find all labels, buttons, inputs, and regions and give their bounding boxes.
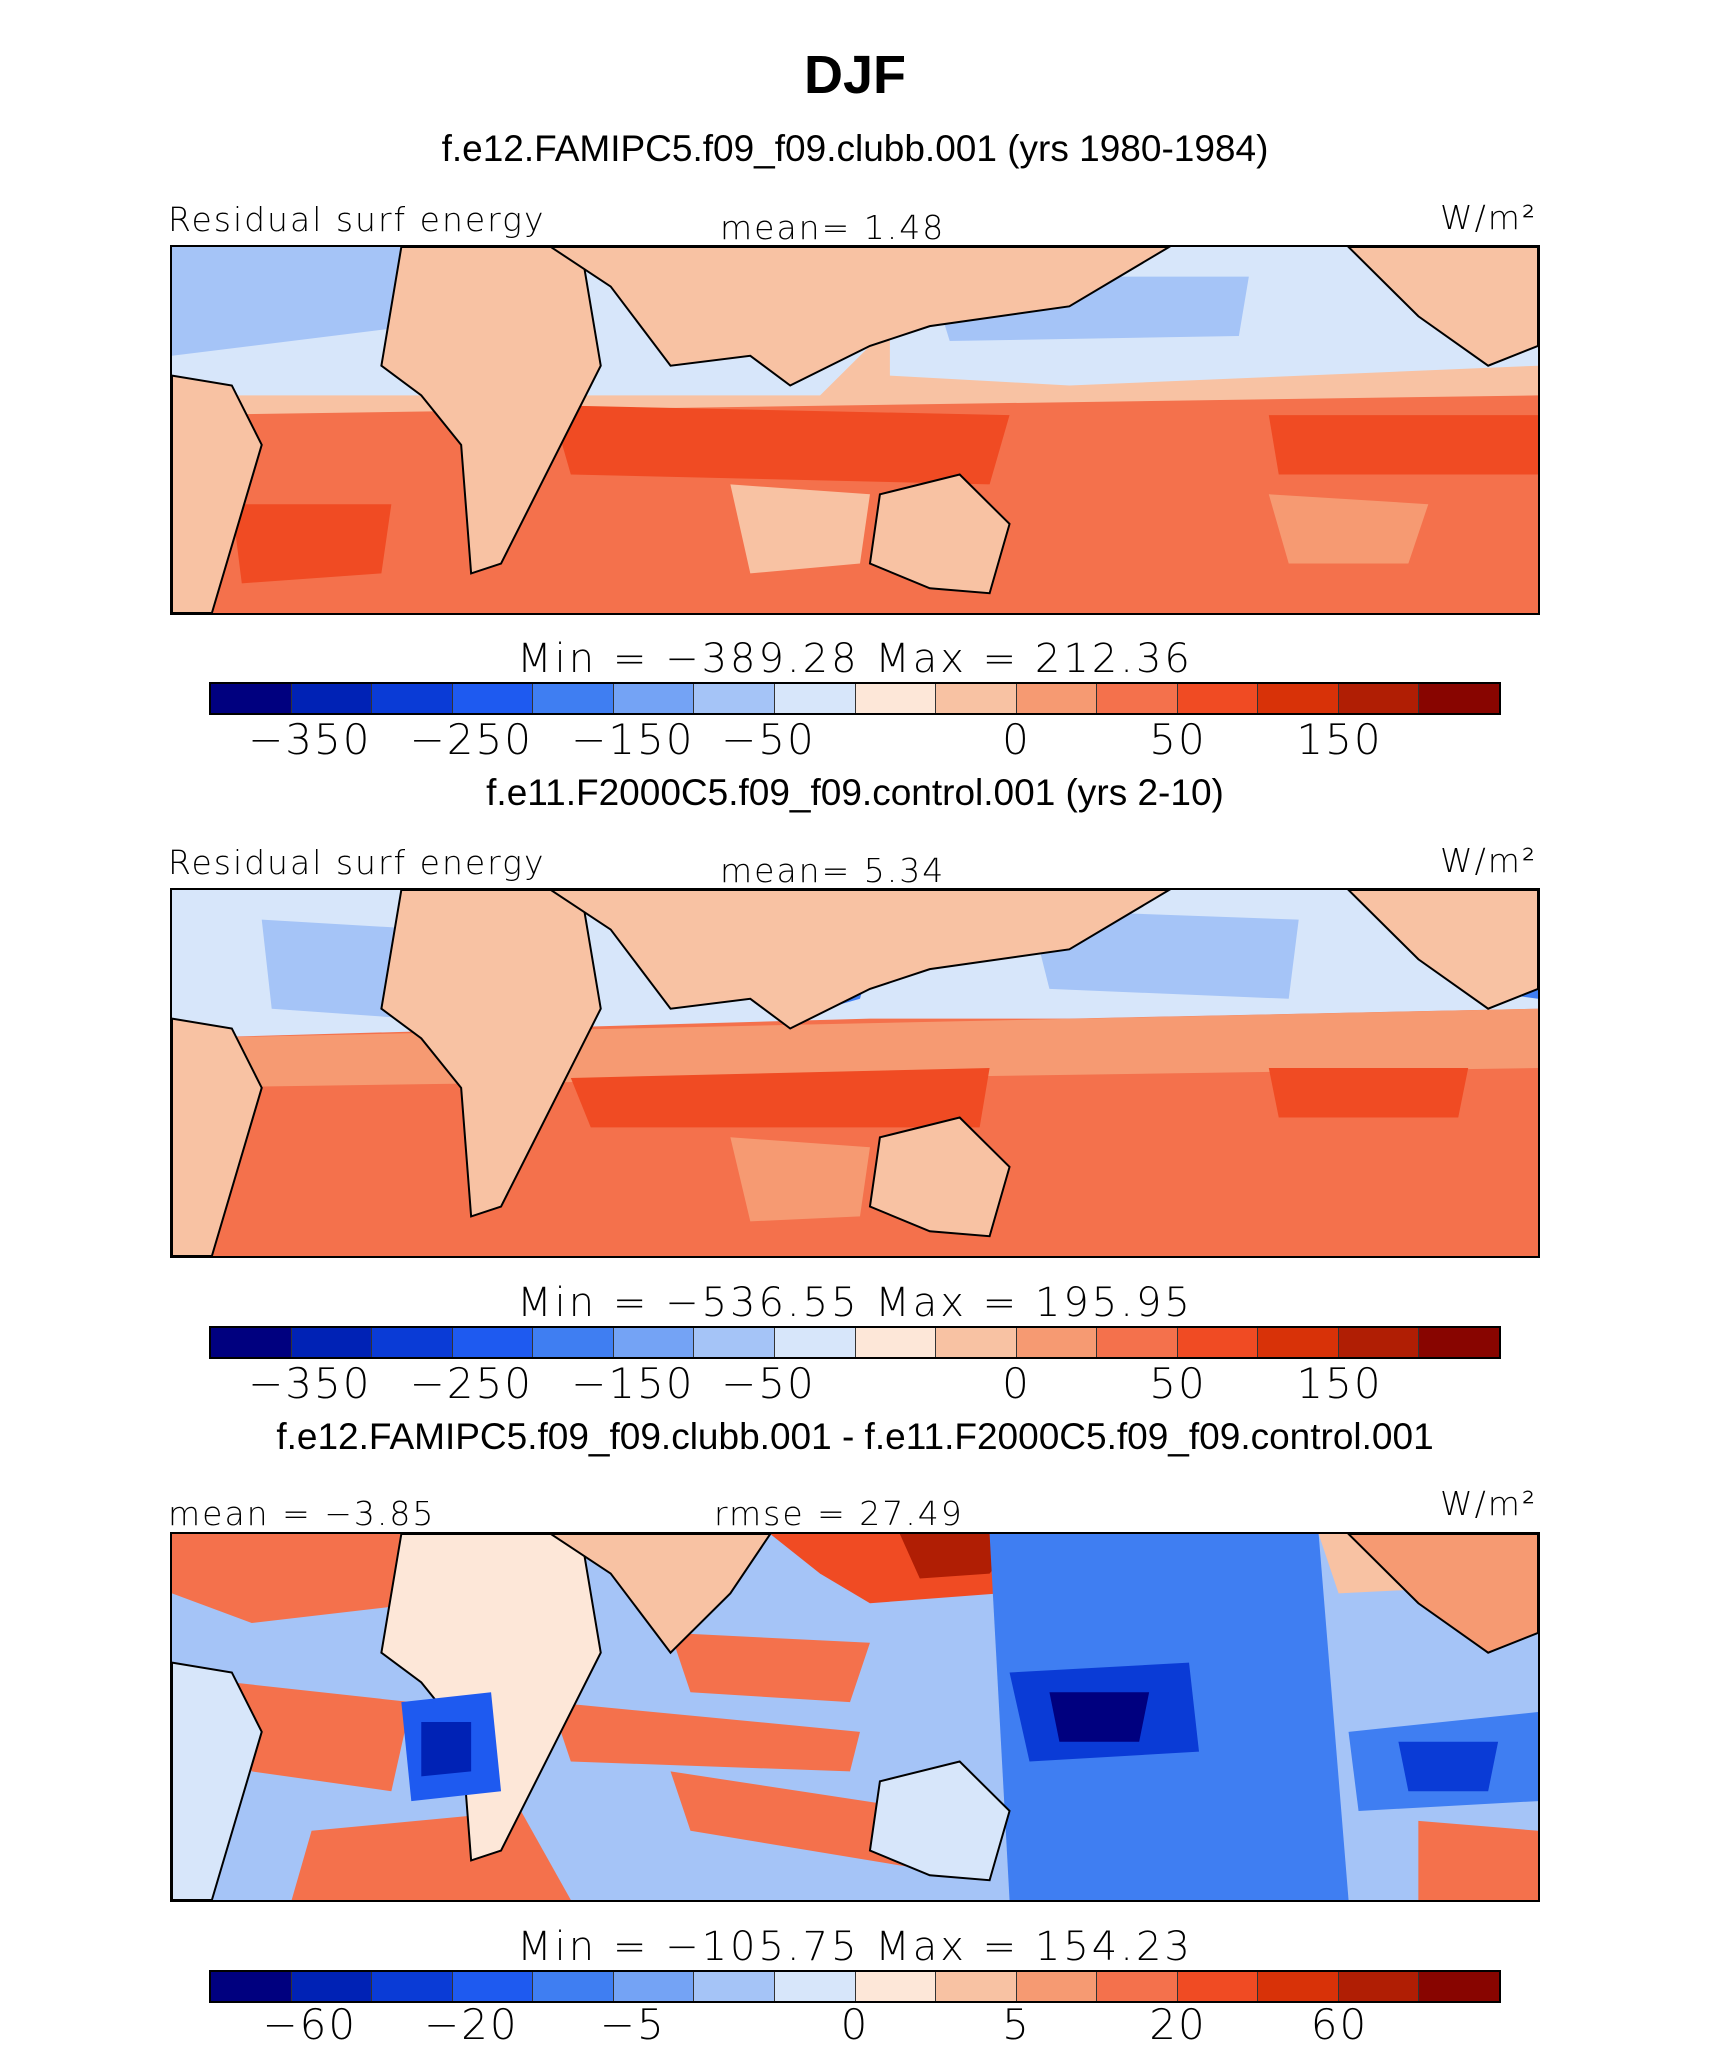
panel-2-minmax: Min = −536.55 Max = 195.95 xyxy=(517,1280,1193,1326)
panel-1-map xyxy=(170,245,1540,615)
panel-2-run-title: f.e11.F2000C5.f09_f09.control.001 (yrs 2… xyxy=(486,772,1224,813)
panel-1-tick: −50 xyxy=(721,715,816,764)
panel-2-mean-label: mean= 5.34 xyxy=(720,851,946,890)
panel-1-tick-row: −350 −250 −150 −50 0 50 150 xyxy=(209,715,1501,765)
panel-3-tick: −60 xyxy=(262,2000,358,2049)
colorbar-swatch xyxy=(372,684,453,713)
panel-1-tick: 0 xyxy=(1002,715,1031,764)
panel-3-tick: 60 xyxy=(1310,2000,1369,2049)
panel-2-tick: 150 xyxy=(1296,1359,1383,1408)
colorbar-swatch xyxy=(1419,684,1499,713)
panel-1-tick: 50 xyxy=(1149,715,1207,764)
panel-1-field-label: Residual surf energy xyxy=(168,200,546,239)
panel-3-tick: −20 xyxy=(423,2000,519,2049)
panel-1-units: W/m² xyxy=(1440,198,1538,237)
colorbar-swatch xyxy=(855,1328,937,1357)
panel-3-colorbar xyxy=(209,1970,1501,2003)
colorbar-swatch xyxy=(936,684,1017,713)
panel-1-tick: −350 xyxy=(248,715,372,764)
panel-2-tick: −350 xyxy=(248,1359,372,1408)
panel-3-rmse-label: rmse = 27.49 xyxy=(714,1494,964,1533)
colorbar-swatch xyxy=(1338,1972,1420,2001)
colorbar-swatch xyxy=(211,1328,292,1357)
panel-2-tick: −50 xyxy=(721,1359,816,1408)
panel-1-minmax: Min = −389.28 Max = 212.36 xyxy=(517,636,1193,682)
colorbar-swatch xyxy=(1016,1972,1098,2001)
colorbar-swatch xyxy=(291,684,373,713)
colorbar-swatch xyxy=(613,1328,695,1357)
colorbar-swatch xyxy=(1097,1972,1178,2001)
colorbar-swatch xyxy=(1097,1328,1178,1357)
panel-3-units: W/m² xyxy=(1440,1484,1538,1523)
colorbar-swatch xyxy=(452,1972,534,2001)
colorbar-swatch xyxy=(533,1328,614,1357)
panel-2-colorbar xyxy=(209,1326,1501,1359)
colorbar-swatch xyxy=(533,1972,614,2001)
colorbar-swatch xyxy=(1419,1972,1499,2001)
panel-2-map xyxy=(170,888,1540,1258)
colorbar-swatch xyxy=(1097,684,1178,713)
panel-3-tick-row: −60 −20 −5 0 5 20 60 xyxy=(209,2000,1501,2050)
panel-1-tick: 150 xyxy=(1296,715,1383,764)
panel-3-mean-label: mean = −3.85 xyxy=(168,1494,436,1533)
colorbar-swatch xyxy=(694,684,775,713)
panel-3-run-title: f.e12.FAMIPC5.f09_f09.clubb.001 - f.e11.… xyxy=(276,1416,1434,1457)
colorbar-swatch xyxy=(533,684,614,713)
colorbar-swatch xyxy=(694,1328,775,1357)
colorbar-swatch xyxy=(1016,1328,1098,1357)
colorbar-swatch xyxy=(372,1972,453,2001)
colorbar-swatch xyxy=(1419,1328,1499,1357)
panel-2-tick: 50 xyxy=(1149,1359,1207,1408)
panel-3-minmax: Min = −105.75 Max = 154.23 xyxy=(517,1924,1193,1970)
panel-2-tick: −150 xyxy=(571,1359,695,1408)
colorbar-swatch xyxy=(774,684,856,713)
colorbar-swatch xyxy=(291,1328,373,1357)
colorbar-swatch xyxy=(1258,1328,1339,1357)
panel-2-tick: 0 xyxy=(1002,1359,1031,1408)
figure-title: DJF xyxy=(803,45,906,105)
colorbar-swatch xyxy=(936,1328,1017,1357)
panel-3-map xyxy=(170,1532,1540,1902)
colorbar-swatch xyxy=(452,1328,534,1357)
panel-3-tick: −5 xyxy=(599,2000,666,2049)
colorbar-swatch xyxy=(855,1972,937,2001)
panel-2-field-label: Residual surf energy xyxy=(168,843,546,882)
colorbar-swatch xyxy=(452,684,534,713)
colorbar-swatch xyxy=(372,1328,453,1357)
panel-1-tick: −250 xyxy=(409,715,533,764)
colorbar-swatch xyxy=(211,1972,292,2001)
colorbar-swatch xyxy=(1177,684,1259,713)
colorbar-swatch xyxy=(774,1328,856,1357)
panel-1-colorbar xyxy=(209,682,1501,715)
panel-3-tick: 20 xyxy=(1149,2000,1207,2049)
colorbar-swatch xyxy=(1258,684,1339,713)
colorbar-swatch xyxy=(694,1972,775,2001)
colorbar-swatch xyxy=(774,1972,856,2001)
panel-2-units: W/m² xyxy=(1440,841,1538,880)
panel-1-tick: −150 xyxy=(571,715,695,764)
panel-3-tick: 0 xyxy=(840,2000,870,2049)
panel-2-tick-row: −350 −250 −150 −50 0 50 150 xyxy=(209,1359,1501,1409)
panel-3-tick: 5 xyxy=(1002,2000,1031,2049)
colorbar-swatch xyxy=(1177,1328,1259,1357)
colorbar-swatch xyxy=(1258,1972,1339,2001)
panel-1-mean-label: mean= 1.48 xyxy=(720,208,946,247)
colorbar-swatch xyxy=(855,684,937,713)
colorbar-swatch xyxy=(1177,1972,1259,2001)
panel-2-tick: −250 xyxy=(409,1359,533,1408)
colorbar-swatch xyxy=(613,684,695,713)
colorbar-swatch xyxy=(1338,1328,1420,1357)
colorbar-swatch xyxy=(1338,684,1420,713)
colorbar-swatch xyxy=(211,684,292,713)
colorbar-swatch xyxy=(1016,684,1098,713)
colorbar-swatch xyxy=(291,1972,373,2001)
colorbar-swatch xyxy=(613,1972,695,2001)
panel-1-run-title: f.e12.FAMIPC5.f09_f09.clubb.001 (yrs 198… xyxy=(441,128,1269,169)
colorbar-swatch xyxy=(936,1972,1017,2001)
